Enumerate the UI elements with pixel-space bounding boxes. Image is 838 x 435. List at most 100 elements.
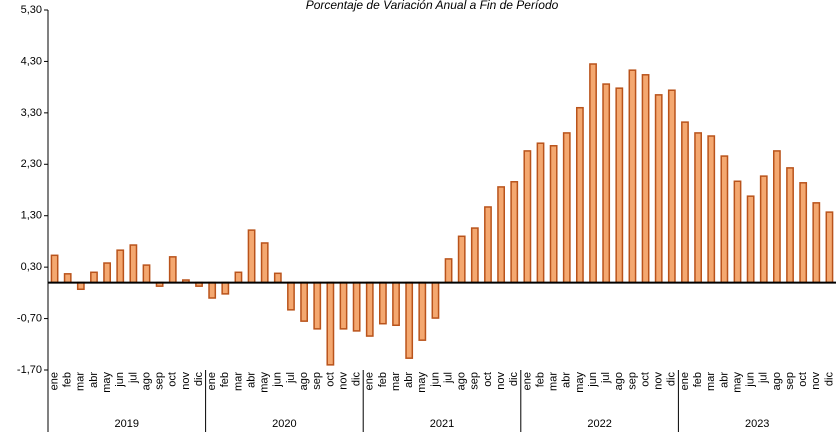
x-tick-label: mar bbox=[75, 372, 87, 391]
x-tick-label: jun bbox=[114, 372, 126, 388]
bar bbox=[641, 74, 650, 284]
bar bbox=[326, 281, 335, 366]
x-tick-label: jul bbox=[127, 372, 139, 384]
x-tick-label: abr bbox=[718, 372, 730, 388]
bar bbox=[247, 229, 256, 284]
bar bbox=[510, 181, 519, 284]
x-tick-label: ene bbox=[364, 372, 376, 390]
bar bbox=[497, 186, 506, 284]
bar bbox=[405, 281, 414, 359]
bar bbox=[208, 281, 217, 299]
y-tick-label: 1,30 bbox=[21, 210, 42, 222]
y-tick-label: 2,30 bbox=[21, 158, 42, 170]
year-label: 2023 bbox=[745, 418, 769, 430]
x-tick-label: oct bbox=[167, 372, 179, 387]
x-tick-label: sep bbox=[154, 372, 166, 390]
x-tick-label: feb bbox=[534, 372, 546, 387]
x-tick-label: sep bbox=[469, 372, 481, 390]
x-tick-label: dic bbox=[351, 372, 363, 387]
bar bbox=[628, 69, 637, 284]
x-tick-label: ago bbox=[140, 372, 152, 390]
bar bbox=[707, 135, 716, 284]
x-tick-label: may bbox=[101, 372, 113, 393]
x-tick-label: abr bbox=[561, 372, 573, 388]
y-tick-label: -0,70 bbox=[17, 312, 42, 324]
x-tick-label: nov bbox=[337, 372, 349, 390]
x-tick-label: dic bbox=[823, 372, 835, 387]
x-tick-label: oct bbox=[482, 372, 494, 387]
bar bbox=[63, 273, 72, 284]
bar bbox=[431, 281, 440, 319]
bar bbox=[287, 281, 295, 311]
y-tick-label: 5,30 bbox=[21, 4, 42, 16]
bar bbox=[313, 281, 322, 330]
x-tick-label: sep bbox=[784, 372, 796, 390]
bar bbox=[786, 167, 794, 284]
bar bbox=[694, 132, 703, 284]
x-tick-label: sep bbox=[311, 372, 323, 390]
chart-title: Porcentaje de Variación Anual a Fin de P… bbox=[306, 0, 559, 12]
x-tick-label: mar bbox=[705, 372, 717, 391]
x-tick-label: abr bbox=[245, 372, 257, 388]
y-tick-label: 4,30 bbox=[21, 55, 42, 67]
bar bbox=[759, 175, 768, 284]
bar bbox=[300, 281, 309, 322]
y-tick-label: 3,30 bbox=[21, 107, 42, 119]
x-tick-label: dic bbox=[508, 372, 520, 387]
bar bbox=[812, 202, 821, 284]
bar bbox=[444, 258, 453, 284]
x-tick-label: may bbox=[574, 372, 586, 393]
year-label: 2021 bbox=[430, 418, 454, 430]
year-label: 2022 bbox=[587, 418, 611, 430]
bar bbox=[589, 63, 597, 284]
bar bbox=[90, 271, 98, 284]
x-tick-label: jul bbox=[285, 372, 297, 384]
x-tick-label: jul bbox=[600, 372, 612, 384]
bar bbox=[221, 281, 230, 295]
bar bbox=[772, 150, 781, 284]
bar bbox=[142, 264, 151, 284]
year-label: 2019 bbox=[115, 418, 139, 430]
x-tick-label: nov bbox=[653, 372, 665, 390]
bar bbox=[667, 89, 676, 284]
x-tick-label: mar bbox=[232, 372, 244, 391]
bar bbox=[365, 281, 374, 337]
bar bbox=[602, 83, 611, 284]
x-tick-label: abr bbox=[88, 372, 100, 388]
bar bbox=[103, 262, 112, 284]
bar bbox=[339, 281, 348, 330]
bar bbox=[536, 142, 545, 284]
x-tick-label: oct bbox=[324, 372, 336, 387]
bar bbox=[352, 281, 361, 332]
year-label: 2020 bbox=[272, 418, 296, 430]
bar bbox=[681, 121, 689, 284]
x-tick-label: sep bbox=[626, 372, 638, 390]
bar bbox=[392, 281, 400, 327]
bar bbox=[523, 150, 532, 284]
x-tick-label: feb bbox=[377, 372, 389, 387]
x-tick-label: nov bbox=[810, 372, 822, 390]
x-tick-label: ene bbox=[206, 372, 218, 390]
bar bbox=[825, 211, 834, 284]
bar bbox=[470, 227, 479, 284]
x-tick-label: nov bbox=[495, 372, 507, 390]
x-tick-label: oct bbox=[639, 372, 651, 387]
bar bbox=[418, 281, 427, 341]
x-tick-label: jun bbox=[745, 372, 757, 388]
bar bbox=[562, 132, 571, 284]
bar bbox=[654, 94, 663, 284]
bar bbox=[378, 281, 387, 325]
x-tick-label: jul bbox=[758, 372, 770, 384]
y-tick-label: -1,70 bbox=[17, 364, 42, 376]
x-tick-label: feb bbox=[219, 372, 231, 387]
x-tick-label: oct bbox=[797, 372, 809, 387]
bar bbox=[549, 145, 558, 284]
x-tick-label: abr bbox=[403, 372, 415, 388]
bar bbox=[50, 254, 59, 284]
x-tick-label: feb bbox=[692, 372, 704, 387]
x-tick-label: ago bbox=[771, 372, 783, 390]
bar bbox=[273, 272, 282, 284]
x-tick-label: may bbox=[259, 372, 271, 393]
x-tick-label: jun bbox=[272, 372, 284, 388]
